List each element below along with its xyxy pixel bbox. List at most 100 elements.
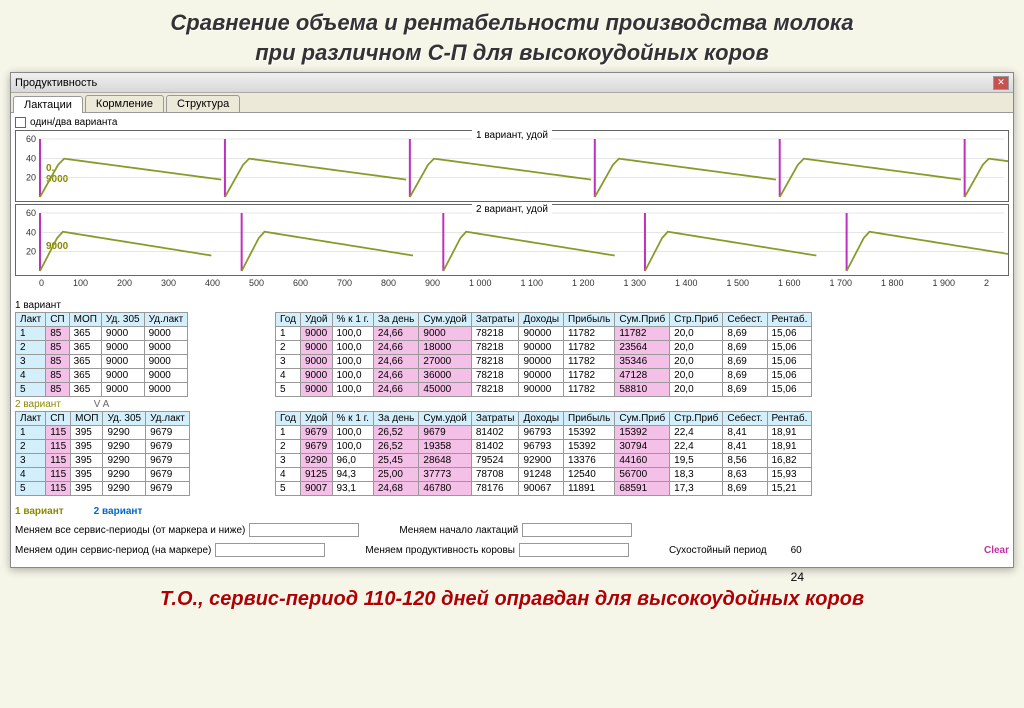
table-cell: 11782 (564, 369, 615, 383)
table-row[interactable]: 39000100,024,662700078218900001178235346… (276, 355, 812, 369)
table-cell: 9679 (300, 426, 332, 440)
right-table-1: ГодУдой% к 1 г.За деньСум.удойЗатратыДох… (275, 312, 812, 397)
table-cell: 9007 (300, 482, 332, 496)
table-row[interactable]: 29679100,026,521935881402967931539230794… (276, 440, 812, 454)
col-header: Прибыль (564, 412, 615, 426)
tab-feeding[interactable]: Кормление (85, 95, 164, 112)
table-cell: 78218 (471, 341, 519, 355)
table-cell: 20,0 (670, 369, 723, 383)
table-cell: 24,66 (373, 327, 419, 341)
ctrl-3-input[interactable] (215, 543, 325, 557)
table-row[interactable]: 19679100,026,529679814029679315392153922… (276, 426, 812, 440)
table-cell: 96793 (519, 440, 564, 454)
ctrl-2-input[interactable] (522, 523, 632, 537)
col-header: % к 1 г. (332, 313, 373, 327)
variants-checkbox[interactable] (15, 117, 26, 128)
table-cell: 9679 (146, 454, 190, 468)
table-cell: 4 (276, 369, 301, 383)
table-cell: 8,63 (723, 468, 767, 482)
table-row[interactable]: 511539592909679 (16, 482, 190, 496)
table-cell: 90000 (519, 383, 564, 397)
table-row[interactable]: 58536590009000 (16, 383, 188, 397)
table-cell: 9000 (144, 383, 188, 397)
table-row[interactable]: 59000100,024,664500078218900001178258810… (276, 383, 812, 397)
svg-text:60: 60 (26, 134, 36, 144)
table-row[interactable]: 4912594,325,0037773787089124812540567001… (276, 468, 812, 482)
table-cell: 100,0 (332, 383, 373, 397)
table-cell: 9000 (144, 341, 188, 355)
ctrl-4-input[interactable] (519, 543, 629, 557)
table-row[interactable]: 38536590009000 (16, 355, 188, 369)
table-cell: 9679 (146, 482, 190, 496)
col-header: Рентаб. (767, 313, 812, 327)
svg-text:40: 40 (26, 153, 36, 163)
table-cell: 24,68 (373, 482, 419, 496)
table-row[interactable]: 49000100,024,663600078218900001178247128… (276, 369, 812, 383)
close-button[interactable]: ✕ (993, 76, 1009, 90)
table-cell: 15,06 (767, 369, 812, 383)
col-header: Удой (300, 313, 332, 327)
table-cell: 8,69 (723, 383, 767, 397)
clear-button[interactable]: Clear (984, 545, 1009, 556)
table-cell: 26,52 (373, 426, 419, 440)
table-cell: 19358 (419, 440, 471, 454)
tab-bar: Лактации Кормление Структура (11, 93, 1013, 113)
xaxis-tick: 1 100 (520, 278, 543, 288)
tab-lactations[interactable]: Лактации (13, 96, 83, 113)
table-cell: 78176 (471, 482, 519, 496)
tab-structure[interactable]: Структура (166, 95, 240, 112)
col-header: За день (373, 412, 419, 426)
table-row[interactable]: 48536590009000 (16, 369, 188, 383)
table-cell: 9000 (101, 369, 144, 383)
xaxis-tick: 500 (249, 278, 264, 288)
table-row[interactable]: 29000100,024,661800078218900001178223564… (276, 341, 812, 355)
table-cell: 9290 (103, 454, 146, 468)
table-cell: 18000 (419, 341, 471, 355)
table-cell: 9000 (300, 327, 332, 341)
table-cell: 15,06 (767, 327, 812, 341)
table-cell: 9290 (103, 482, 146, 496)
table-cell: 365 (69, 369, 101, 383)
table-row[interactable]: 3929096,025,4528648795249290013376441601… (276, 454, 812, 468)
ctrl-1-input[interactable] (249, 523, 359, 537)
table-row[interactable]: 211539592909679 (16, 440, 190, 454)
table-row[interactable]: 18536590009000 (16, 327, 188, 341)
col-header: МОП (69, 313, 101, 327)
table-cell: 4 (16, 369, 46, 383)
table-cell: 5 (276, 482, 301, 496)
table-cell: 395 (71, 468, 103, 482)
right-tables: ГодУдой% к 1 г.За деньСум.удойЗатратыДох… (275, 298, 1009, 496)
chart-2-title: 2 вариант, удой (472, 204, 552, 215)
table-row[interactable]: 28536590009000 (16, 341, 188, 355)
xaxis-tick: 800 (381, 278, 396, 288)
table-cell: 44160 (615, 454, 670, 468)
table-cell: 3 (276, 355, 301, 369)
table-cell: 5 (16, 482, 46, 496)
xaxis-tick: 1 500 (726, 278, 749, 288)
table-cell: 58810 (615, 383, 670, 397)
table-row[interactable]: 19000100,024,669000782189000011782117822… (276, 327, 812, 341)
table-cell: 24,66 (373, 341, 419, 355)
table-cell: 36000 (419, 369, 471, 383)
app-window: Продуктивность ✕ Лактации Кормление Стру… (10, 72, 1014, 568)
table-row[interactable]: 5900793,124,6846780781769006711891685911… (276, 482, 812, 496)
col-header: Сум.Приб (615, 412, 670, 426)
table-cell: 8,69 (723, 355, 767, 369)
table-cell: 13376 (564, 454, 615, 468)
col-header: За день (373, 313, 419, 327)
table-cell: 9000 (419, 327, 471, 341)
table-row[interactable]: 111539592909679 (16, 426, 190, 440)
table-row[interactable]: 311539592909679 (16, 454, 190, 468)
table-cell: 8,41 (723, 440, 767, 454)
ctrl-2-label: Меняем начало лактаций (399, 525, 518, 536)
table-row[interactable]: 411539592909679 (16, 468, 190, 482)
table-cell: 115 (46, 454, 71, 468)
table-cell: 15,06 (767, 341, 812, 355)
table-cell: 15,06 (767, 355, 812, 369)
table-cell: 9000 (101, 383, 144, 397)
table-cell: 90000 (519, 369, 564, 383)
left-table-1: ЛактСПМОПУд. 305Уд.лакт18536590009000285… (15, 312, 188, 397)
table-cell: 365 (69, 383, 101, 397)
chart-2: 2 вариант, удой 9000 204060 (15, 204, 1009, 276)
table-cell: 93,1 (332, 482, 373, 496)
